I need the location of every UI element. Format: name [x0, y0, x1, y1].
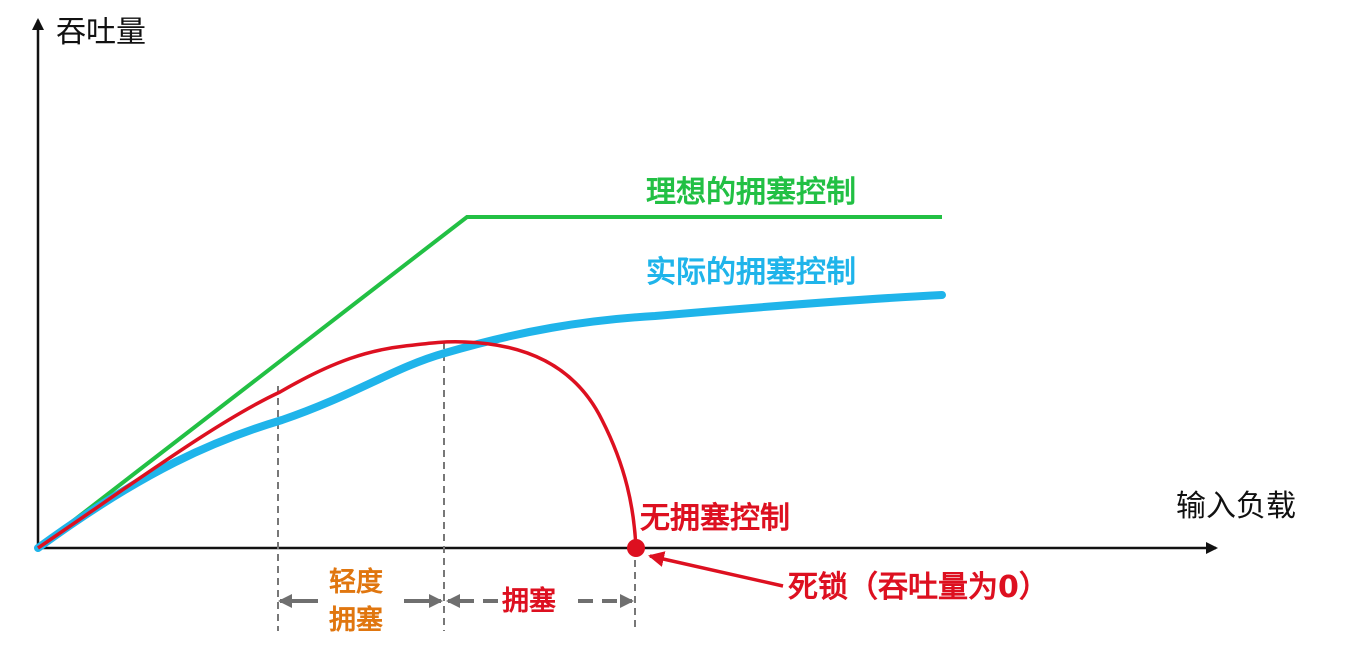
deadlock-label: 死锁（吞吐量为0） [788, 570, 1049, 605]
x-axis-label: 输入负载 [1176, 489, 1296, 524]
y-axis-label: 吞吐量 [56, 15, 146, 50]
light-congestion-label-line1: 轻度 [329, 566, 383, 598]
actual-congestion-control-curve [34, 291, 946, 552]
no-control-curve-label: 无拥塞控制 [640, 501, 790, 536]
deadlock-arrow [648, 551, 784, 588]
no-congestion-control-curve [37, 340, 638, 550]
deadlock-point [627, 539, 645, 557]
ideal-congestion-control-curve [36, 215, 942, 550]
congestion-label: 拥塞 [502, 585, 556, 617]
ideal-curve-label: 理想的拥塞控制 [646, 175, 856, 210]
actual-curve-label: 实际的拥塞控制 [646, 255, 856, 290]
light-congestion-label-line2: 拥塞 [329, 604, 383, 636]
